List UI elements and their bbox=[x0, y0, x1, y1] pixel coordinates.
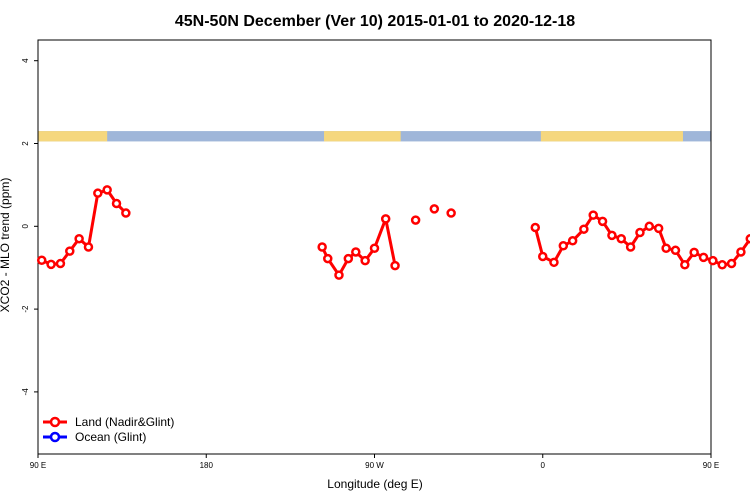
x-tick-label: 90 E bbox=[703, 461, 719, 470]
data-point bbox=[538, 251, 548, 262]
land-ocean-strip bbox=[38, 131, 711, 142]
data-point bbox=[111, 198, 122, 209]
data-point bbox=[55, 258, 66, 269]
y-tick-label: 2 bbox=[21, 141, 30, 146]
data-point bbox=[334, 270, 344, 280]
data-point bbox=[588, 210, 598, 220]
land-band bbox=[324, 131, 401, 142]
legend-marker bbox=[49, 431, 61, 443]
data-point bbox=[343, 253, 354, 264]
data-point bbox=[708, 255, 718, 266]
data-point bbox=[93, 188, 103, 198]
data-point bbox=[625, 242, 636, 252]
data-point bbox=[579, 224, 589, 234]
x-tick-label: 180 bbox=[200, 461, 214, 470]
series-line bbox=[533, 213, 750, 267]
y-tick-label: -2 bbox=[21, 305, 30, 313]
data-point bbox=[717, 260, 727, 270]
data-point bbox=[653, 223, 664, 234]
data-point bbox=[369, 243, 380, 253]
series-line bbox=[320, 217, 397, 277]
data-point bbox=[670, 245, 681, 256]
data-point bbox=[616, 233, 627, 244]
series-land-nadir-glint bbox=[36, 185, 750, 280]
data-point bbox=[689, 247, 699, 258]
data-point bbox=[390, 260, 400, 271]
y-tick-label: 4 bbox=[21, 58, 30, 63]
data-point bbox=[644, 221, 655, 232]
data-point bbox=[102, 185, 112, 195]
data-point bbox=[736, 247, 746, 257]
data-point bbox=[446, 208, 456, 218]
data-point bbox=[74, 233, 84, 244]
series-layer bbox=[36, 185, 750, 280]
data-point bbox=[680, 260, 690, 270]
data-point bbox=[360, 255, 370, 266]
data-point bbox=[549, 257, 559, 268]
data-point bbox=[65, 246, 75, 256]
data-point bbox=[410, 215, 421, 225]
data-point bbox=[121, 208, 131, 218]
chart-title: 45N-50N December (Ver 10) 2015-01-01 to … bbox=[175, 13, 575, 30]
data-point bbox=[597, 216, 608, 227]
legend-label: Land (Nadir&Glint) bbox=[75, 415, 174, 429]
data-point bbox=[635, 227, 645, 238]
data-point bbox=[323, 253, 333, 264]
data-point bbox=[46, 259, 56, 270]
data-point bbox=[661, 243, 671, 253]
data-point bbox=[607, 230, 617, 241]
data-point bbox=[380, 214, 391, 224]
data-point bbox=[530, 222, 541, 233]
x-tick-label: 90 W bbox=[365, 461, 384, 470]
x-tick-label: 90 E bbox=[30, 461, 46, 470]
y-tick-label: 0 bbox=[21, 224, 30, 229]
x-axis-label: Longitude (deg E) bbox=[327, 477, 422, 491]
data-point bbox=[36, 255, 47, 265]
y-axis: 4 2 0 -2 -4 bbox=[21, 58, 38, 396]
y-axis-label: XCO2 - MLO trend (ppm) bbox=[0, 178, 12, 313]
land-band bbox=[38, 131, 108, 142]
legend: Land (Nadir&Glint)Ocean (Glint) bbox=[43, 415, 174, 444]
legend-marker bbox=[49, 416, 61, 428]
data-point bbox=[351, 247, 361, 257]
data-point bbox=[745, 233, 750, 244]
data-point bbox=[83, 242, 94, 252]
legend-label: Ocean (Glint) bbox=[75, 430, 146, 444]
data-point bbox=[558, 241, 569, 251]
land-band bbox=[540, 131, 683, 142]
data-point bbox=[429, 204, 440, 214]
y-tick-label: -4 bbox=[21, 388, 30, 396]
data-point bbox=[726, 258, 737, 269]
data-point bbox=[698, 252, 709, 263]
data-point bbox=[567, 236, 578, 246]
x-tick-label: 0 bbox=[541, 461, 546, 470]
data-point bbox=[317, 242, 327, 252]
